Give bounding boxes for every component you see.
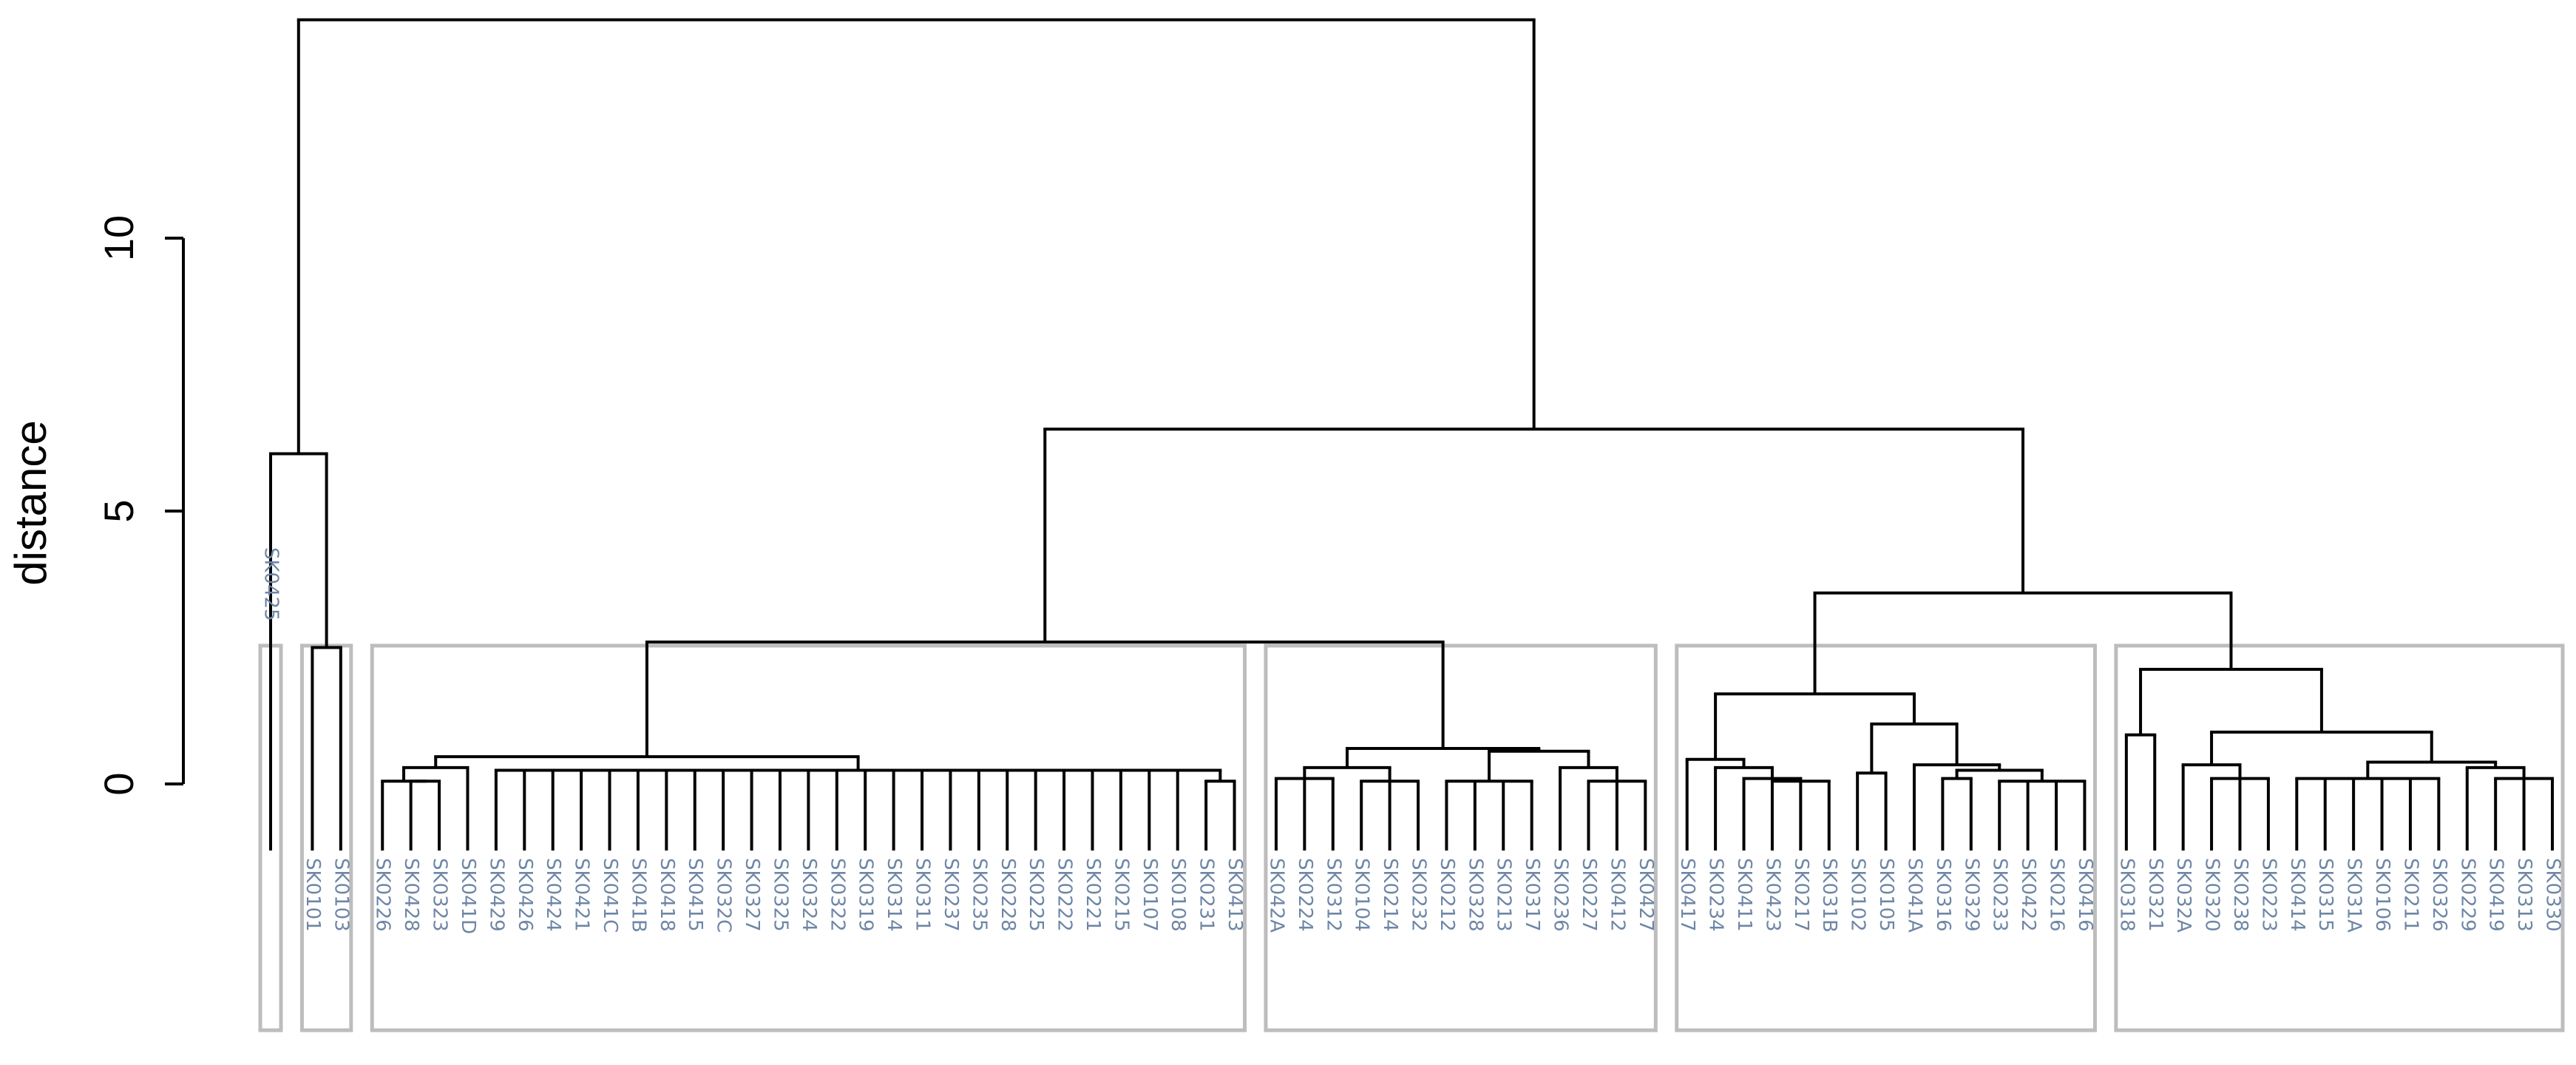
leaf-label: SK0422 [2017,858,2039,932]
leaf-label: SK0318 [2115,858,2138,932]
leaf-label: SK0317 [1521,858,1543,932]
leaf-label: SK0221 [1082,858,1104,932]
leaf-label: SK0427 [1635,858,1657,932]
cluster-box [299,643,353,1032]
leaf-label: SK0227 [1578,858,1600,932]
leaf-label: SK0229 [2456,858,2478,932]
leaf-label: SK0107 [1139,858,1161,932]
leaf-label: SK0101 [302,858,324,932]
leaf-label: SK0329 [1960,858,1982,932]
leaf-label: SK0324 [798,858,820,932]
leaf-label: SK0426 [514,858,536,932]
leaf-label: SK0315 [2314,858,2336,932]
leaf-label: SK0236 [1550,858,1572,932]
leaf-label: SK0414 [2286,858,2308,932]
leaf-label: SK0104 [1351,858,1373,932]
leaf-label: SK0105 [1875,858,1897,932]
leaf-label: SK031A [2343,858,2365,933]
y-tick-label: 5 [95,499,142,522]
cluster-box [2114,643,2565,1032]
leaf-label: SK0411 [1733,858,1755,932]
leaf-label: SK0216 [2046,858,2068,932]
leaf-label: SK0215 [1110,858,1132,932]
leaf-label: SK041B [627,858,649,933]
leaf-labels: SK0425 SK0101 SK0103 SK0226 SK0428 SK0323 SK04… [260,547,2564,934]
leaf-label: SK0102 [1847,858,1869,932]
leaf-label: SK032A [2172,858,2194,933]
leaf-label: SK0108 [1167,858,1189,932]
leaf-label: SK0326 [2428,858,2450,932]
leaf-label: SK0313 [2513,858,2535,932]
leaf-label: SK041C [599,858,621,933]
y-tick-label: 10 [95,215,142,261]
leaf-label: SK0233 [1989,858,2011,932]
leaf-label: SK0211 [2399,858,2421,932]
cluster-box [370,643,1247,1032]
cluster-boxes [258,643,2565,1032]
leaf-label: SK0237 [940,858,962,932]
leaf-label: SK0423 [1761,858,1783,932]
leaf-label: SK0312 [1322,858,1344,932]
leaf-label: SK0419 [2485,858,2507,932]
leaf-label: SK0228 [997,858,1019,932]
leaf-label: SK0222 [1054,858,1076,932]
leaf-label: SK0235 [968,858,990,932]
leaf-label: SK041D [457,858,479,934]
leaf-label: SK032C [713,858,735,933]
leaf-label: SK0328 [1464,858,1486,932]
leaf-label: SK0225 [1025,858,1047,932]
leaf-label: SK0226 [372,858,394,932]
leaf-label: SK0213 [1493,858,1515,932]
leaf-label: SK0415 [684,858,706,932]
leaf-label: SK0323 [429,858,451,932]
leaf-label: SK042A [1265,858,1287,933]
leaf-label: SK0223 [2257,858,2280,932]
leaf-label: SK0418 [656,858,678,932]
leaf-label: SK0429 [485,858,507,932]
leaf-label: SK0416 [2074,858,2096,932]
leaf-label: SK0325 [769,858,791,932]
leaf-label: SK0319 [855,858,877,932]
leaf-label: SK0424 [542,858,564,932]
leaf-label: SK0314 [883,858,905,932]
leaf-label: SK0234 [1705,858,1727,932]
leaf-label: SK0106 [2371,858,2393,932]
leaf-label: SK0238 [2229,858,2251,932]
leaf-label: SK0428 [400,858,422,932]
leaf-label: SK031B [1818,858,1840,933]
leaf-label: SK0316 [1932,858,1954,932]
y-axis: 0 5 10 [95,215,185,796]
y-axis-title: distance [6,420,55,585]
leaf-label: SK0417 [1676,858,1698,932]
leaf-label: SK0214 [1379,858,1401,932]
leaf-label: SK0231 [1196,858,1218,932]
leaf-label: SK0311 [912,858,934,932]
leaf-label: SK0217 [1790,858,1812,932]
leaf-label: SK0321 [2144,858,2166,932]
leaf-label: SK0330 [2542,858,2564,932]
leaf-label: SK0320 [2201,858,2223,932]
dendrogram-links [269,18,2554,851]
leaf-label: SK0425 [260,547,282,621]
cluster-box [1675,643,2097,1032]
y-tick-label: 0 [95,772,142,795]
leaf-label: SK0224 [1294,858,1316,932]
leaf-label: SK0413 [1224,858,1246,932]
leaf-label: SK0322 [826,858,848,932]
leaf-label: SK0232 [1408,858,1430,932]
leaf-label: SK0327 [741,858,763,932]
leaf-label: SK0412 [1606,858,1628,932]
leaf-label: SK041A [1903,858,1925,933]
leaf-label: SK0421 [571,858,593,932]
leaf-label: SK0103 [330,858,352,932]
leaf-label: SK0212 [1436,858,1458,932]
cluster-box [1264,643,1658,1032]
